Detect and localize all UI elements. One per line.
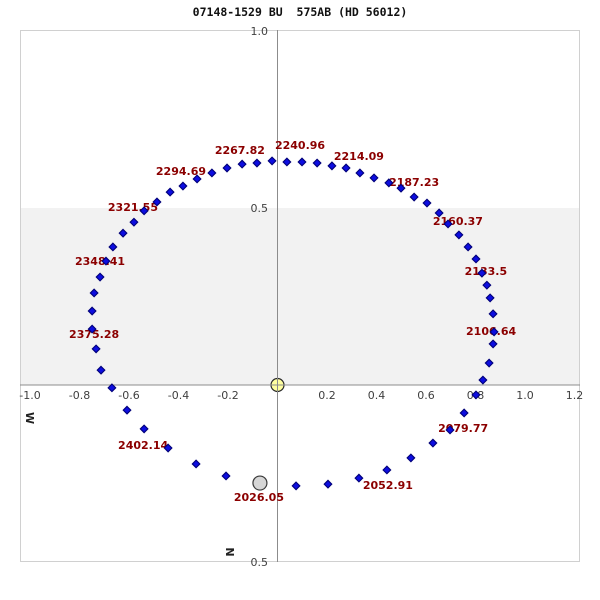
orbit-point bbox=[95, 272, 105, 282]
orbit-point bbox=[107, 383, 117, 393]
x-tick-label: -0.4 bbox=[168, 389, 189, 402]
x-tick-label: 1.2 bbox=[566, 389, 584, 402]
orbit-point bbox=[192, 174, 202, 184]
epoch-label: 2187.23 bbox=[389, 176, 439, 189]
x-tick-label: 0.6 bbox=[417, 389, 435, 402]
orbit-point bbox=[445, 425, 455, 435]
orbit-point bbox=[488, 309, 498, 319]
orbit-point bbox=[471, 390, 481, 400]
orbit-point bbox=[477, 268, 487, 278]
x-tick-label: -1.0 bbox=[19, 389, 40, 402]
x-tick-label: 1.0 bbox=[516, 389, 534, 402]
orbit-point bbox=[87, 324, 97, 334]
orbit-point bbox=[406, 453, 416, 463]
orbit-point bbox=[178, 181, 188, 191]
orbit-point bbox=[89, 288, 99, 298]
orbit-point bbox=[312, 158, 322, 168]
orbit-point bbox=[207, 168, 217, 178]
orbit-point bbox=[139, 424, 149, 434]
orbit-point bbox=[221, 471, 231, 481]
x-tick-label: -0.8 bbox=[69, 389, 90, 402]
epoch-label: 2026.05 bbox=[234, 491, 284, 504]
epoch-label: 2294.69 bbox=[156, 165, 206, 178]
orbit-point bbox=[382, 465, 392, 475]
orbit-point bbox=[91, 344, 101, 354]
orbit-point bbox=[165, 187, 175, 197]
x-tick-label: -0.2 bbox=[217, 389, 238, 402]
companion-start-marker bbox=[252, 475, 268, 491]
orbit-point bbox=[327, 161, 337, 171]
orbit-point bbox=[291, 481, 301, 491]
x-tick-label: 0.2 bbox=[318, 389, 336, 402]
epoch-label: 2160.37 bbox=[433, 215, 483, 228]
orbit-point bbox=[428, 438, 438, 448]
orbit-point bbox=[282, 157, 292, 167]
orbit-point bbox=[443, 219, 453, 229]
orbit-point bbox=[459, 408, 469, 418]
orbit-point bbox=[354, 473, 364, 483]
orbit-point bbox=[355, 168, 365, 178]
epoch-label: 2375.28 bbox=[69, 328, 119, 341]
epoch-label: 2402.14 bbox=[118, 439, 168, 452]
orbit-point bbox=[471, 254, 481, 264]
orbit-point bbox=[139, 206, 149, 216]
orbit-point bbox=[252, 158, 262, 168]
orbit-point bbox=[369, 173, 379, 183]
orbit-point bbox=[341, 163, 351, 173]
orbit-point bbox=[482, 280, 492, 290]
orbit-point bbox=[323, 479, 333, 489]
orbit-point bbox=[463, 242, 473, 252]
epoch-label: 2240.96 bbox=[275, 139, 325, 152]
orbit-point bbox=[434, 208, 444, 218]
direction-label-west: W bbox=[23, 412, 36, 424]
y-tick-label: 0.5 bbox=[251, 556, 269, 569]
orbit-point bbox=[96, 365, 106, 375]
orbit-point bbox=[409, 192, 419, 202]
y-tick-label: 1.0 bbox=[251, 25, 269, 38]
orbit-point bbox=[485, 293, 495, 303]
orbit-point bbox=[237, 159, 247, 169]
orbit-point bbox=[422, 198, 432, 208]
orbit-point bbox=[489, 327, 499, 337]
orbit-point bbox=[101, 256, 111, 266]
orbit-point bbox=[484, 358, 494, 368]
orbit-point bbox=[384, 178, 394, 188]
epoch-label: 2214.09 bbox=[334, 150, 384, 163]
epoch-label: 2079.77 bbox=[438, 422, 488, 435]
orbit-point bbox=[152, 197, 162, 207]
orbit-point bbox=[122, 405, 132, 415]
epoch-label: 2321.55 bbox=[108, 201, 158, 214]
orbit-point bbox=[222, 163, 232, 173]
epoch-label: 2348.41 bbox=[75, 255, 125, 268]
orbit-point bbox=[87, 306, 97, 316]
x-tick-label: -0.6 bbox=[118, 389, 139, 402]
orbit-point bbox=[163, 443, 173, 453]
orbit-point bbox=[488, 339, 498, 349]
plot-border bbox=[20, 30, 580, 562]
orbit-point bbox=[191, 459, 201, 469]
epoch-label: 2052.91 bbox=[363, 479, 413, 492]
orbit-point bbox=[267, 156, 277, 166]
epoch-label: 2267.82 bbox=[215, 144, 265, 157]
orbit-point bbox=[478, 375, 488, 385]
orbit-point bbox=[297, 157, 307, 167]
orbit-point bbox=[118, 228, 128, 238]
plot-title: 07148-1529 BU 575AB (HD 56012) bbox=[192, 5, 408, 19]
direction-label-north: N bbox=[223, 547, 236, 556]
x-tick-label: 0.4 bbox=[368, 389, 386, 402]
orbit-point bbox=[129, 217, 139, 227]
orbit-point bbox=[108, 242, 118, 252]
shaded-band bbox=[20, 208, 580, 385]
orbit-point bbox=[396, 183, 406, 193]
orbit-point bbox=[454, 230, 464, 240]
epoch-label: 2133.5 bbox=[465, 265, 507, 278]
y-tick-label: 0.5 bbox=[251, 202, 269, 215]
